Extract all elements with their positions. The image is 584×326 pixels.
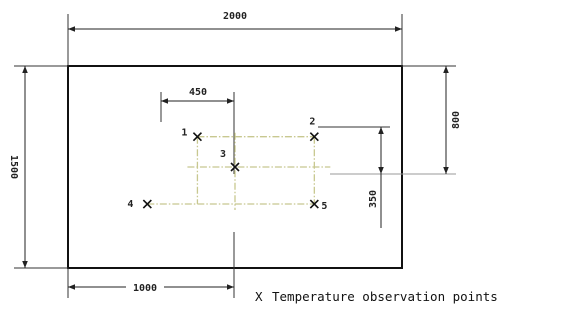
observation-point-4: 4 [127,199,152,210]
centerlines [147,132,331,211]
dimension-center-offset-x: 1000 [133,283,157,294]
dimension-point-spacing-x: 450 [189,87,207,98]
point-marker-stroke [309,132,319,142]
plate-outline [67,65,403,269]
dimension-overall-width: 2000 [223,11,247,22]
point-label-3: 3 [220,149,226,160]
point-label-5: 5 [321,201,327,212]
point-marker-stroke [309,199,319,209]
point-marker-stroke [230,162,240,172]
observation-point-5: 5 [309,199,327,212]
dimension-label-gap [126,280,164,294]
dimension-overall-height: 1500 [8,155,19,179]
observation-point-2: 2 [309,117,319,142]
point-marker-stroke [192,132,202,142]
legend-symbol: X [255,289,263,304]
point-marker-stroke [142,199,152,209]
point-label-2: 2 [309,117,315,128]
observation-point-1: 1 [181,128,202,142]
point-label-1: 1 [181,128,187,139]
point-label-4: 4 [127,199,133,210]
legend-text: Temperature observation points [272,289,498,304]
observation-point-3: 3 [220,149,240,172]
dimension-center-offset-y: 800 [451,111,462,129]
legend: X Temperature observation points [255,289,498,304]
dimension-point-spacing-y: 350 [368,190,379,208]
observation-points: 1 2 3 4 5 [127,117,327,212]
